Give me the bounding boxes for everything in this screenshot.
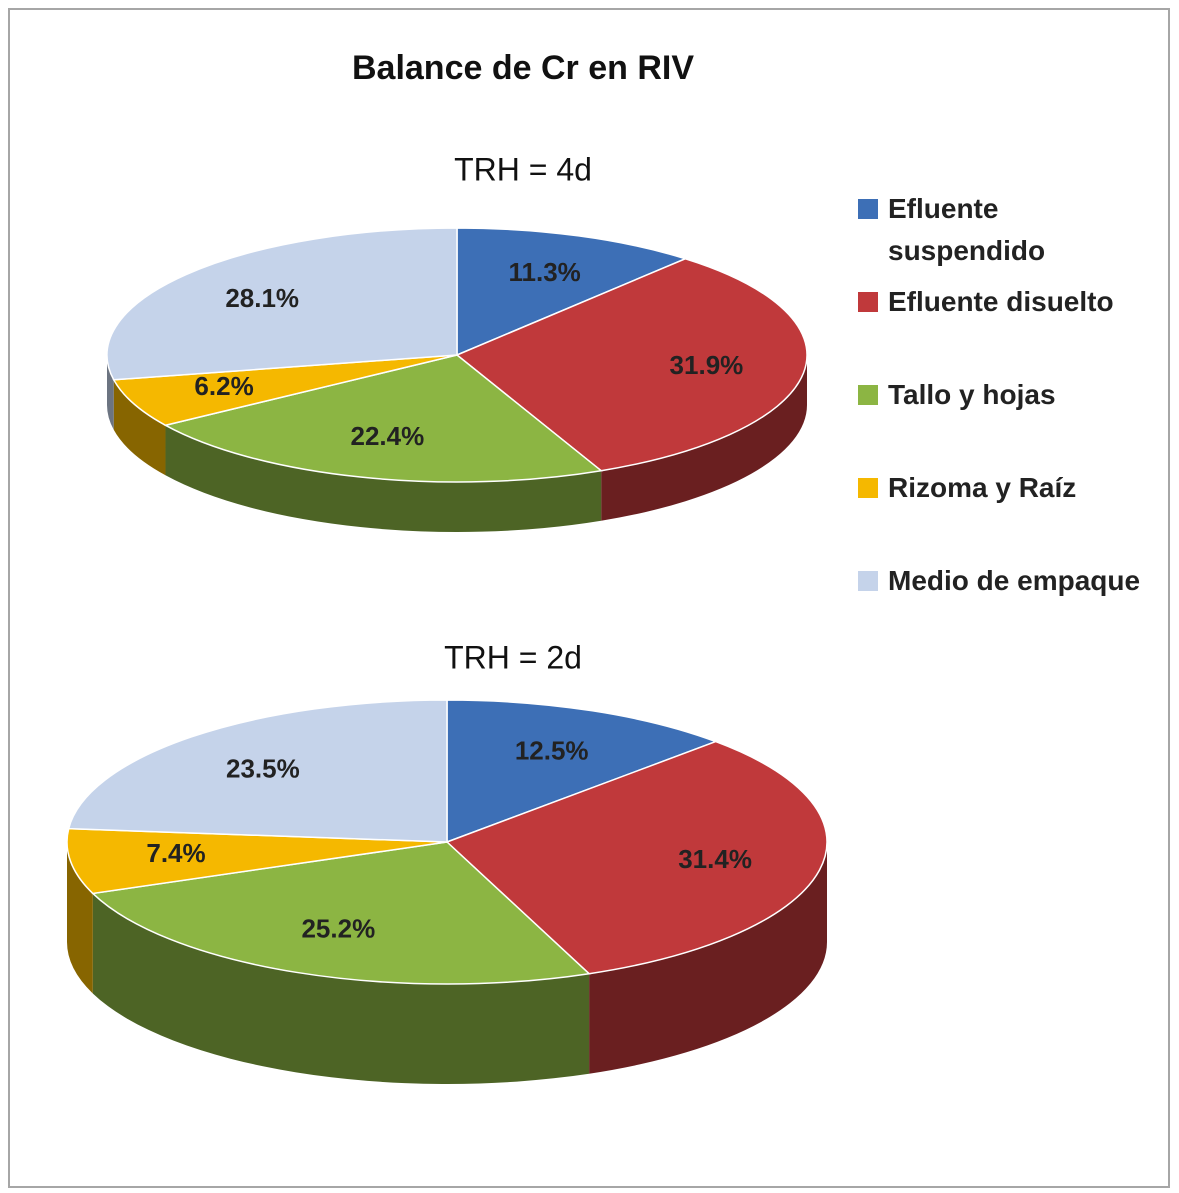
legend-swatch <box>858 385 878 405</box>
chart-subtitle: TRH = 4d <box>454 151 592 187</box>
data-label: 22.4% <box>351 421 425 451</box>
data-label: 28.1% <box>225 283 299 313</box>
data-label: 12.5% <box>515 736 589 766</box>
legend-swatch <box>858 292 878 312</box>
legend-item: Efluente disuelto <box>858 281 1158 374</box>
legend-label: Efluente disuelto <box>888 286 1114 317</box>
chart-title: Balance de Cr en RIV <box>352 49 694 87</box>
chart-frame <box>8 8 1170 1188</box>
slice <box>112 354 458 427</box>
legend: Efluente suspendido Efluente disuelto Tall… <box>858 188 1158 653</box>
legend-label: Rizoma y Raíz <box>888 472 1077 503</box>
chart-subtitle: TRH = 2d <box>444 639 582 675</box>
slice-side <box>67 842 93 994</box>
slice <box>456 227 688 357</box>
slice <box>106 227 458 381</box>
legend-item: Medio de empaque <box>858 560 1158 653</box>
data-label: 6.2% <box>194 371 253 401</box>
legend-item: Rizoma y Raíz <box>858 467 1158 560</box>
slice-side <box>165 425 602 533</box>
slice <box>163 354 603 483</box>
slice <box>66 827 448 895</box>
slice <box>67 699 448 843</box>
slice-side <box>589 842 827 1074</box>
data-label: 11.3% <box>509 257 581 287</box>
slice <box>455 257 808 472</box>
legend-item: Efluente suspendido <box>858 188 1158 281</box>
legend-label: Medio de empaque <box>888 565 1141 596</box>
legend-label: Efluente suspendido <box>888 193 1046 266</box>
data-label: 7.4% <box>146 838 205 868</box>
data-label: 31.4% <box>678 844 752 874</box>
legend-swatch <box>858 571 878 591</box>
slice-side <box>601 355 807 521</box>
legend-swatch <box>858 199 878 219</box>
data-label: 23.5% <box>226 753 300 783</box>
slice <box>445 740 828 975</box>
slice <box>91 841 591 985</box>
legend-label: Tallo y hojas <box>888 379 1056 410</box>
slice-side <box>107 355 114 430</box>
slice-side <box>92 893 590 1084</box>
data-label: 31.9% <box>670 350 744 380</box>
legend-item: Tallo y hojas <box>858 374 1158 467</box>
data-label: 25.2% <box>301 913 375 943</box>
slice <box>446 699 718 844</box>
slice-side <box>113 379 166 476</box>
legend-swatch <box>858 478 878 498</box>
